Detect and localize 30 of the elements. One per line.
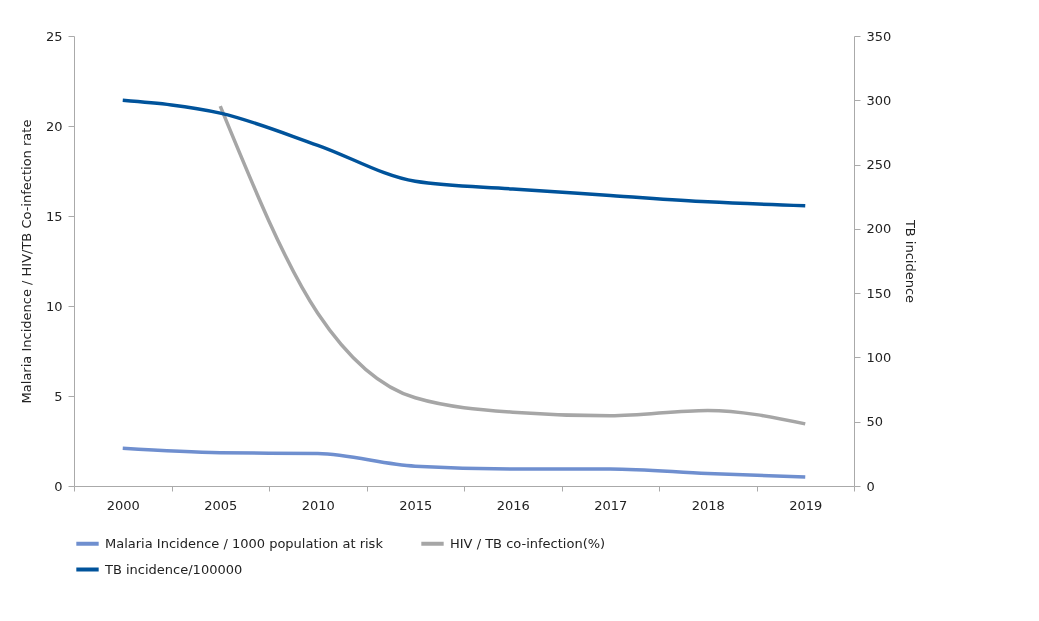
y2-tick-label: 150 xyxy=(866,285,892,301)
legend-label: TB incidence/100000 xyxy=(104,561,243,577)
y-tick-label: 10 xyxy=(45,298,63,314)
x-tick-label: 2005 xyxy=(204,497,238,513)
y2-tick-label: 50 xyxy=(866,414,884,430)
x-tick-label: 2017 xyxy=(594,497,628,513)
y2-tick-label: 0 xyxy=(866,478,875,494)
y2-axis-title: TB incidence xyxy=(903,218,919,304)
y2-tick-label: 300 xyxy=(866,92,892,108)
x-tick-label: 2019 xyxy=(789,497,823,513)
x-tick-label: 2010 xyxy=(301,497,335,513)
legend-label: Malaria Incidence / 1000 population at risk xyxy=(105,535,384,551)
legend-label: HIV / TB co-infection(%) xyxy=(450,535,606,551)
x-tick-label: 2000 xyxy=(106,497,140,513)
line-series xyxy=(218,104,807,426)
y-tick-label: 25 xyxy=(45,28,63,44)
x-tick-label: 2015 xyxy=(399,497,433,513)
x-tick-label: 2016 xyxy=(496,497,530,513)
y-tick-label: 15 xyxy=(45,208,63,224)
y-axis-title: Malaria Incidence / HIV/TB Co-infection rate xyxy=(18,119,34,404)
line-series xyxy=(121,446,807,479)
x-tick-label: 2018 xyxy=(691,497,725,513)
y2-tick-label: 250 xyxy=(866,157,892,173)
y2-tick-label: 350 xyxy=(866,28,892,44)
line-series xyxy=(121,98,807,208)
y-tick-label: 20 xyxy=(45,118,63,134)
y2-tick-label: 200 xyxy=(866,221,892,237)
y-tick-label: 5 xyxy=(54,388,63,404)
y-tick-label: 0 xyxy=(54,478,63,494)
y2-tick-label: 100 xyxy=(866,349,892,365)
